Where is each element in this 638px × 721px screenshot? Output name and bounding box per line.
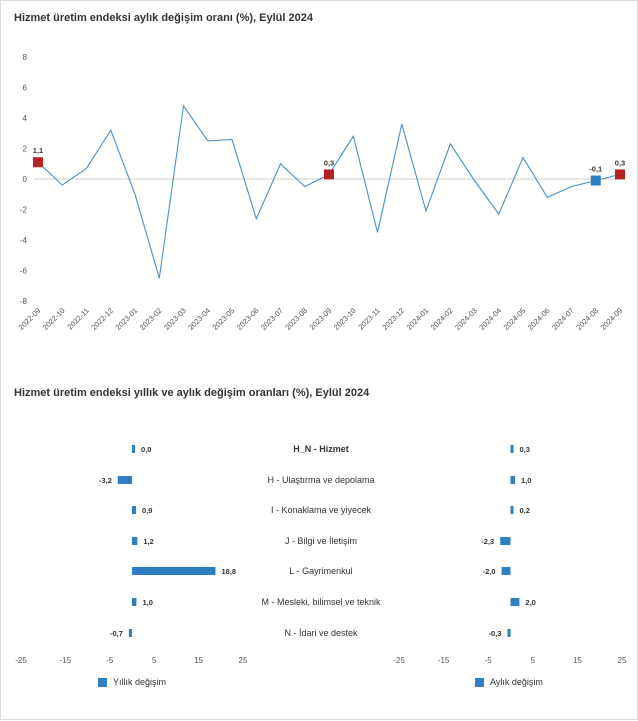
bar-value-label: 2,0 (525, 598, 535, 607)
x-tick-label: -15 (60, 656, 72, 665)
line-chart-title: Hizmet üretim endeksi aylık değişim oran… (14, 12, 313, 24)
category-label: I - Konaklama ve yiyecek (271, 505, 372, 515)
data-point-marker[interactable] (33, 157, 43, 168)
category-label: H - Ulaştırma ve depolama (267, 475, 374, 485)
bar[interactable] (132, 567, 216, 575)
y-tick-label: -4 (20, 236, 28, 245)
y-tick-label: 8 (23, 53, 28, 62)
bar-value-label: 1,2 (143, 537, 153, 546)
bar[interactable] (132, 506, 136, 514)
bar[interactable] (128, 629, 132, 637)
x-tick-label: 5 (531, 656, 536, 665)
x-tick-label: -15 (438, 656, 450, 665)
data-label: 0,3 (615, 158, 625, 167)
x-tick-label: 15 (573, 656, 582, 665)
y-tick-label: -6 (20, 267, 28, 276)
x-tick-label: 25 (239, 656, 248, 665)
x-tick-label: -5 (485, 656, 493, 665)
bar-value-label: -2,3 (481, 537, 494, 546)
legend-yillik-label: Yıllık değişim (113, 677, 167, 687)
y-tick-label: -2 (20, 206, 28, 215)
bar[interactable] (132, 537, 138, 545)
y-tick-label: 4 (23, 114, 28, 123)
category-label: L - Gayrimenkul (289, 566, 352, 576)
bar-value-label: 0,3 (520, 445, 530, 454)
bar[interactable] (132, 598, 137, 606)
data-label: 1,1 (33, 146, 43, 155)
category-label: M - Mesleki, bilimsel ve teknik (261, 597, 381, 607)
data-point-marker[interactable] (615, 169, 625, 180)
legend-aylik-label: Aylık değişim (490, 677, 543, 687)
x-tick-label: -5 (106, 656, 114, 665)
category-label: H_N - Hizmet (293, 444, 349, 454)
bar-value-label: -3,2 (99, 476, 112, 485)
y-tick-label: 2 (23, 145, 28, 154)
y-tick-label: 6 (23, 84, 28, 93)
legend-aylik[interactable]: Aylık değişim (475, 677, 543, 687)
bar-chart-title: Hizmet üretim endeksi yıllık ve aylık de… (14, 387, 370, 399)
x-tick-label: 25 (618, 656, 627, 665)
category-label: N - İdari ve destek (284, 628, 358, 638)
bar[interactable] (507, 629, 511, 637)
bar-value-label: 0,0 (141, 445, 151, 454)
data-point-marker[interactable] (324, 169, 334, 180)
bar-value-label: 1,0 (521, 476, 531, 485)
bar-value-label: 0,2 (520, 506, 530, 515)
bar-value-label: -0,7 (110, 629, 123, 638)
bar[interactable] (501, 567, 511, 575)
line-chart: 86420-2-4-6-82022-092022-102022-112022-1… (17, 53, 626, 332)
data-label: -0,1 (589, 165, 602, 174)
legend-aylik-swatch (475, 677, 484, 687)
x-tick-label: -25 (393, 656, 405, 665)
x-tick-label: 5 (152, 656, 157, 665)
bar-value-label: 18,8 (221, 567, 236, 576)
bar-value-label: 0,9 (142, 506, 152, 515)
y-tick-label: 0 (23, 175, 28, 184)
data-label: 0,3 (324, 158, 334, 167)
bar-value-label: 1,0 (142, 598, 152, 607)
x-tick-label: 15 (194, 656, 203, 665)
bar[interactable] (117, 476, 132, 484)
bar[interactable] (510, 598, 520, 606)
bar[interactable] (132, 445, 135, 453)
bar-value-label: -0,3 (489, 629, 502, 638)
category-label: J - Bilgi ve İletişim (285, 536, 357, 546)
data-point-marker[interactable] (590, 175, 601, 186)
legend-yillik-swatch (98, 677, 107, 687)
bar[interactable] (510, 445, 514, 453)
x-tick-label: -25 (15, 656, 27, 665)
bar-value-label: -2,0 (483, 567, 496, 576)
y-tick-label: -8 (20, 297, 28, 306)
bar[interactable] (510, 476, 515, 484)
bar[interactable] (510, 506, 514, 514)
bar[interactable] (500, 537, 511, 545)
legend-yillik[interactable]: Yıllık değişim (98, 677, 166, 687)
